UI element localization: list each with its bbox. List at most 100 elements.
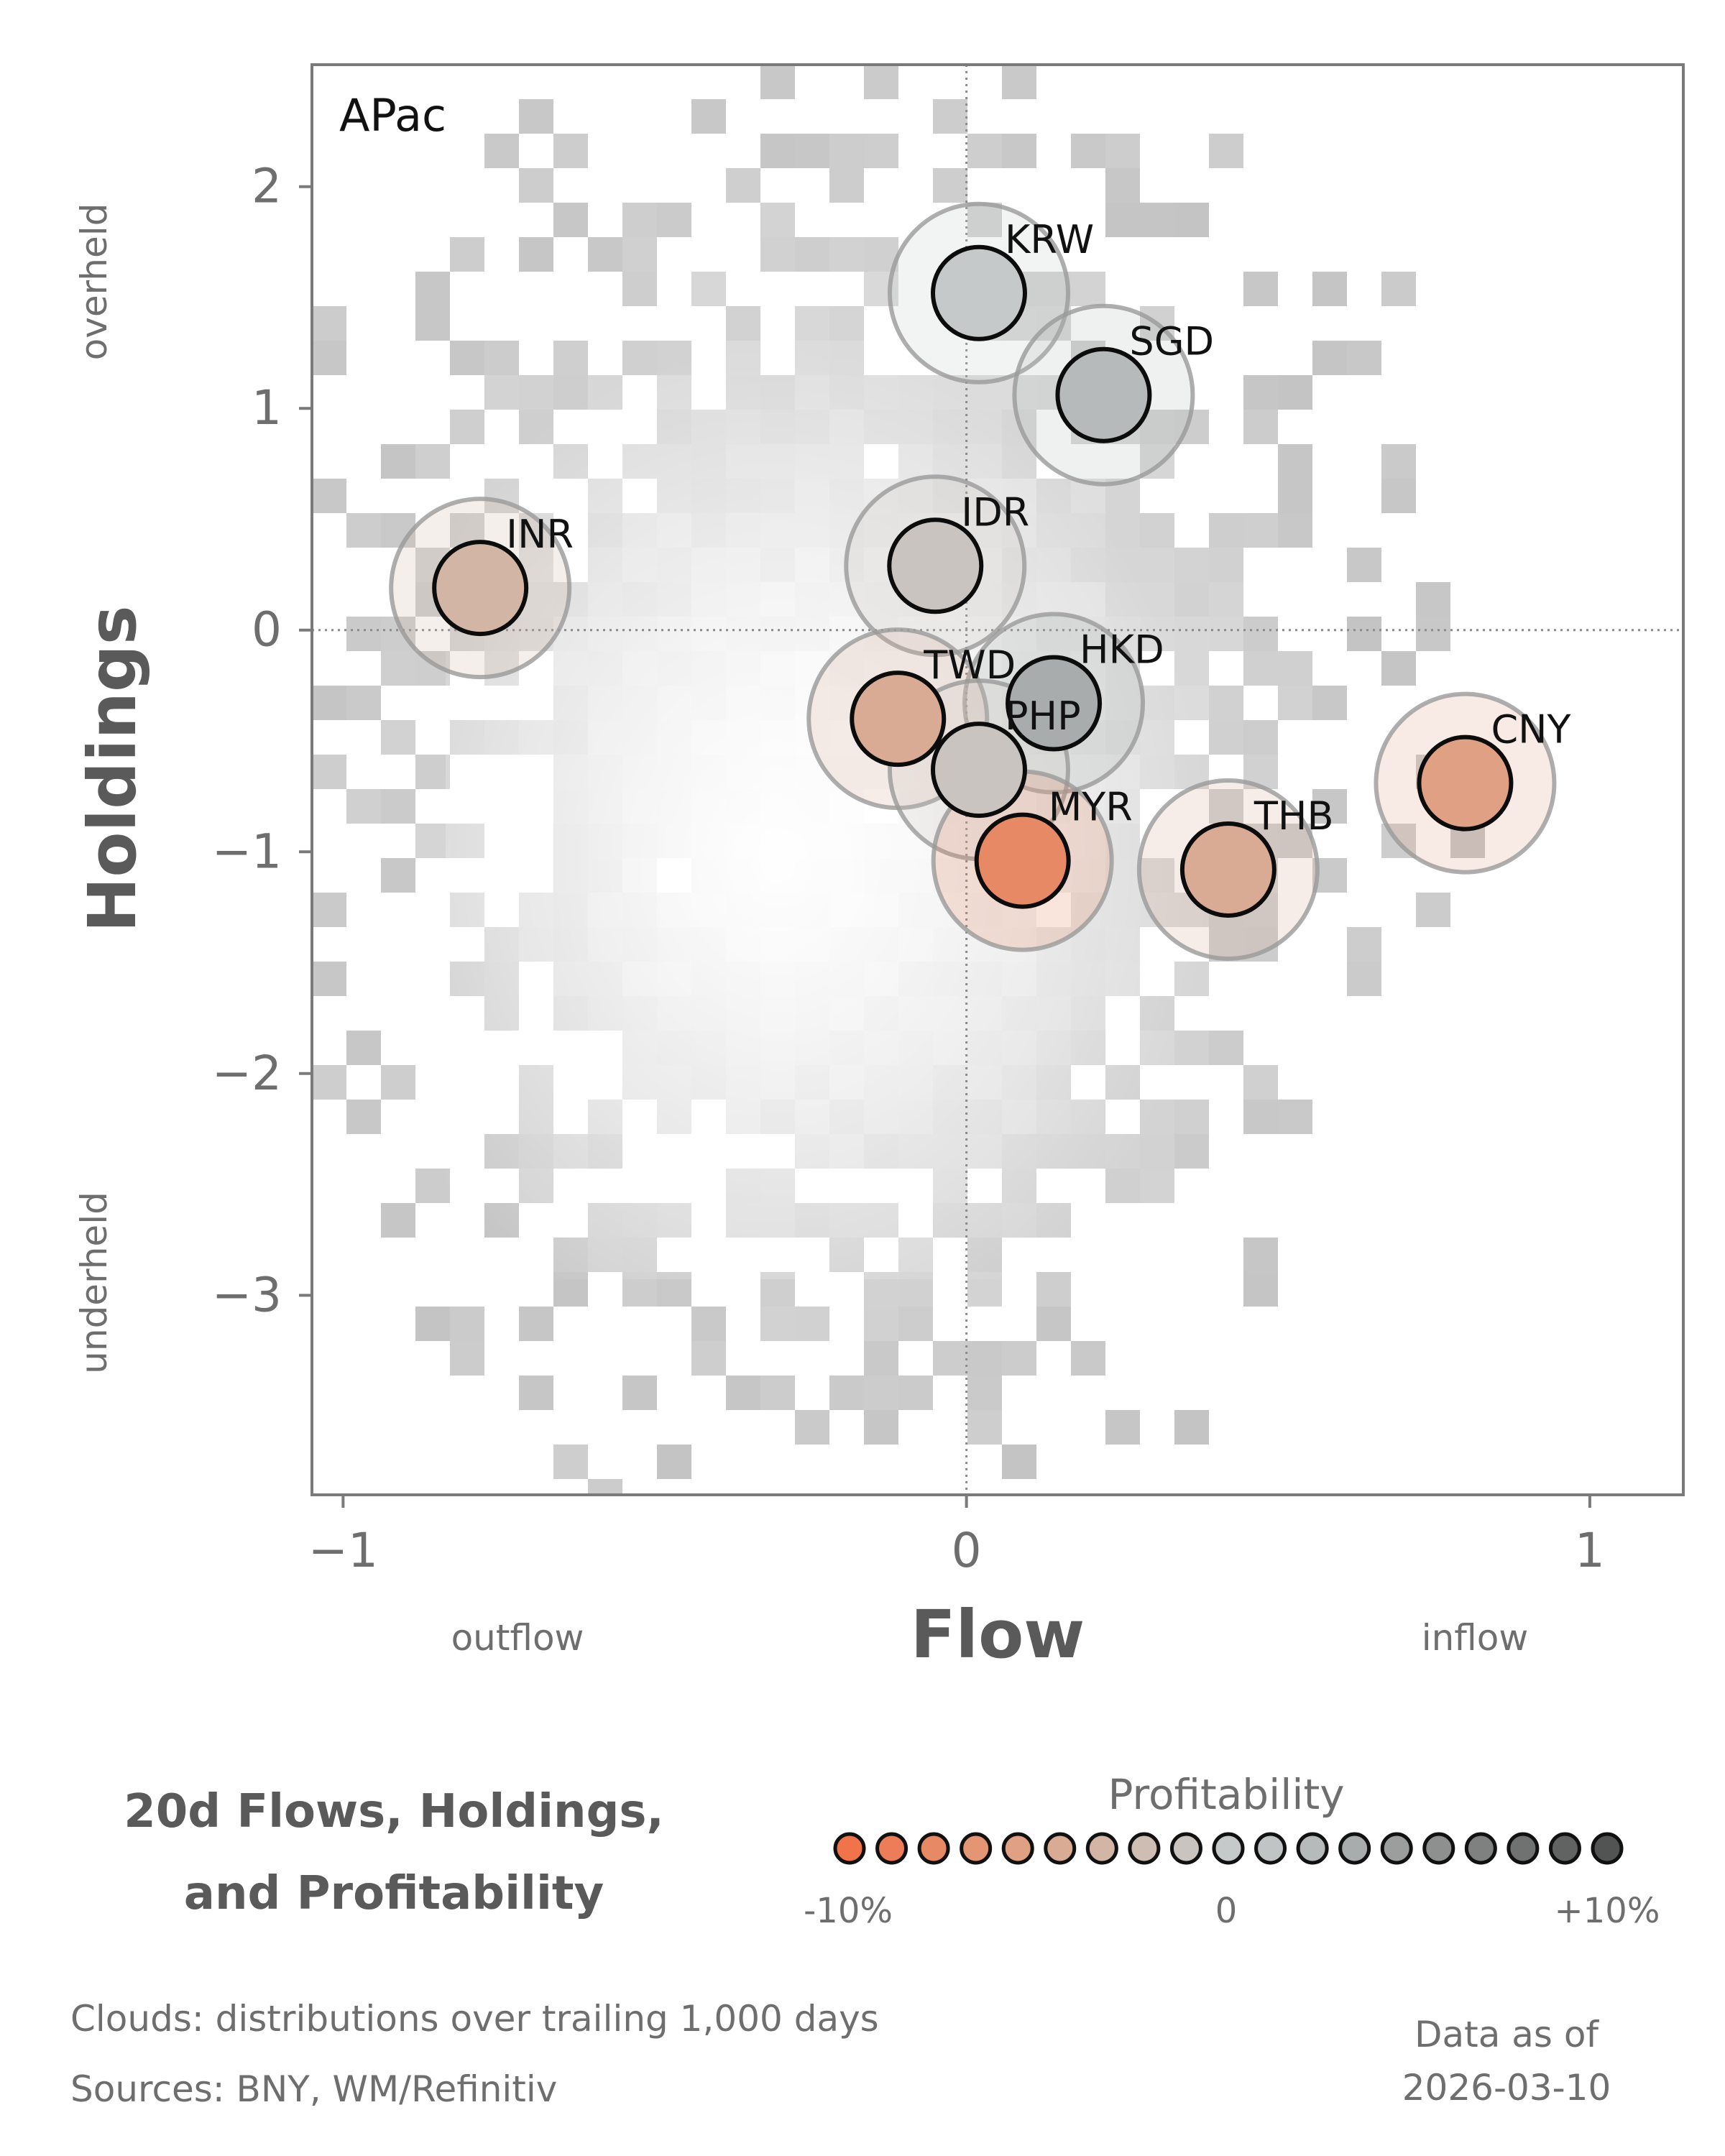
cloud-cell xyxy=(1243,1272,1278,1307)
cloud-cell xyxy=(1071,1341,1105,1376)
cloud-cell xyxy=(588,237,622,272)
panel-label: APac xyxy=(339,89,446,142)
cloud-cell xyxy=(519,99,553,134)
legend-swatch xyxy=(833,1832,866,1865)
cloud-cell xyxy=(1243,272,1278,306)
cloud-cell xyxy=(312,1065,346,1100)
cloud-cell xyxy=(381,789,415,824)
cloud-cell xyxy=(1312,341,1347,375)
cloud-cell xyxy=(760,1376,795,1410)
cloud-cell xyxy=(312,893,346,927)
legend-swatch xyxy=(1296,1832,1329,1865)
cloud-cell xyxy=(726,168,760,203)
legend-swatch xyxy=(1548,1832,1581,1865)
cloud-cell xyxy=(450,1341,484,1376)
legend-swatch xyxy=(960,1832,993,1865)
cloud-cell xyxy=(1381,479,1416,513)
profitability-color-scale xyxy=(833,1832,1624,1865)
cloud-cell xyxy=(760,237,795,272)
cloud-cell xyxy=(829,134,864,168)
legend-swatch xyxy=(1001,1832,1034,1865)
data-as-of-label: Data as of xyxy=(1414,2014,1599,2055)
cloud-cell xyxy=(1002,134,1036,168)
cloud-cell xyxy=(588,1479,622,1495)
cloud-cell xyxy=(829,1376,864,1410)
label-php: PHP xyxy=(1005,694,1081,739)
cloud-cell xyxy=(381,858,415,893)
cloud-cell xyxy=(622,237,657,272)
cloud-cell xyxy=(312,755,346,789)
cloud-cell xyxy=(1312,686,1347,720)
cloud-cell xyxy=(346,513,381,548)
label-cny: CNY xyxy=(1491,707,1571,752)
cloud-cell xyxy=(1036,1307,1071,1341)
cloud-cell xyxy=(484,134,519,168)
label-idr: IDR xyxy=(961,489,1029,535)
cloud-cell xyxy=(1278,686,1312,720)
y-tick-label: −3 xyxy=(212,1267,282,1322)
legend-swatch xyxy=(1338,1832,1371,1865)
cloud-cell xyxy=(1312,272,1347,306)
cloud-cell xyxy=(726,306,760,341)
cloud-cell xyxy=(1140,203,1174,237)
label-sgd: SGD xyxy=(1129,319,1214,364)
cloud-cell xyxy=(1243,651,1278,686)
cloud-cell xyxy=(1243,1238,1278,1272)
cloud-cell xyxy=(1381,272,1416,306)
cloud-cell xyxy=(1278,479,1312,513)
cloud-cell xyxy=(967,203,1002,237)
clouds-note: Clouds: distributions over trailing 1,00… xyxy=(70,1998,879,2040)
cloud-cell xyxy=(1416,893,1450,927)
label-twd: TWD xyxy=(923,642,1016,688)
cloud-cell xyxy=(346,686,381,720)
label-krw: KRW xyxy=(1005,217,1094,262)
point-myr xyxy=(974,812,1071,909)
legend-swatch xyxy=(1169,1832,1202,1865)
cloud-cell xyxy=(1002,65,1036,99)
legend-swatch xyxy=(1422,1832,1455,1865)
cloud-cell xyxy=(346,789,381,824)
cloud-cell xyxy=(795,134,829,168)
y-axis-ticks: 2 1 0 −1 −2 −3 xyxy=(212,159,312,1322)
cloud-cell xyxy=(1243,1100,1278,1134)
cloud-cell xyxy=(450,237,484,272)
cloud-cell xyxy=(1416,617,1450,651)
cloud-cell xyxy=(1243,513,1278,548)
y-side-label-overheld: overheld xyxy=(73,203,115,361)
cloud-cell xyxy=(622,203,657,237)
legend-swatch xyxy=(917,1832,950,1865)
legend-title: Profitability xyxy=(1108,1770,1344,1819)
y-tick-label: 2 xyxy=(252,159,282,214)
x-axis-title: Flow xyxy=(911,1596,1085,1673)
point-php xyxy=(930,722,1027,819)
cloud-cell xyxy=(864,1307,898,1341)
label-myr: MYR xyxy=(1049,785,1133,830)
data-as-of-date: 2026-03-10 xyxy=(1402,2067,1611,2109)
y-tick-label: −1 xyxy=(212,824,282,879)
cloud-cell xyxy=(829,306,864,341)
cloud-cell xyxy=(1105,203,1140,237)
cloud-cell xyxy=(933,1341,967,1376)
legend-max-label: +10% xyxy=(1555,1891,1660,1931)
cloud-cell xyxy=(691,1307,726,1341)
cloud-cell xyxy=(381,1065,415,1100)
cloud-cell xyxy=(1347,548,1381,582)
currency-points: KRW SGD INR IDR HKD TWD PHP MYR THB CNY xyxy=(389,201,1572,961)
legend-swatch xyxy=(1464,1832,1497,1865)
cloud-cell xyxy=(1347,962,1381,996)
cloud-cell xyxy=(450,1307,484,1341)
cloud-cell xyxy=(1243,617,1278,651)
cloud-cell xyxy=(381,1203,415,1238)
y-tick-label: 0 xyxy=(252,602,282,658)
sources-note: Sources: BNY, WM/Refinitiv xyxy=(70,2068,557,2110)
cloud-cell xyxy=(967,1410,1002,1445)
cloud-cell xyxy=(933,99,967,134)
cloud-cell xyxy=(1071,272,1105,306)
cloud-cell xyxy=(864,65,898,99)
cloud-cell xyxy=(1243,410,1278,444)
cloud-cell xyxy=(312,306,346,341)
point-thb xyxy=(1179,821,1276,918)
cloud-cell xyxy=(1071,134,1105,168)
cloud-cell xyxy=(1105,1410,1140,1445)
cloud-cell xyxy=(829,168,864,203)
